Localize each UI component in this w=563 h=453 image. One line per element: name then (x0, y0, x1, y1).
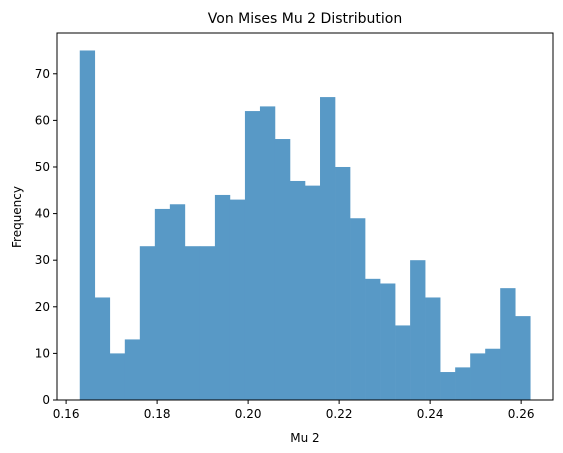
x-tick-label: 0.16 (53, 407, 80, 421)
x-tick-label: 0.24 (417, 407, 444, 421)
histogram-bar (124, 339, 141, 400)
y-tick-label: 10 (35, 346, 50, 360)
histogram-bar (500, 288, 516, 400)
x-tick-label: 0.20 (235, 407, 262, 421)
histogram-bar (244, 111, 261, 401)
x-axis-ticks: 0.16 0.18 0.20 0.22 0.24 0.26 (53, 400, 535, 421)
histogram-bar (515, 316, 531, 400)
histogram-bar (305, 185, 321, 400)
histogram-bar (79, 50, 96, 400)
bars-group (79, 50, 531, 401)
histogram-bar (350, 218, 366, 400)
y-tick-label: 50 (35, 160, 50, 174)
histogram-bar (380, 283, 396, 400)
plot-frame (56, 32, 554, 401)
histogram-bar (320, 97, 336, 400)
histogram-bar (214, 194, 231, 400)
histogram-bar (485, 348, 501, 400)
histogram-bar (94, 297, 111, 400)
histogram-bar (229, 199, 246, 400)
histogram-bar (395, 325, 411, 400)
histogram-bar (455, 367, 471, 400)
histogram-bar (169, 204, 186, 400)
histogram-bar (470, 353, 486, 400)
histogram-bar (184, 246, 201, 400)
y-tick-label: 30 (35, 253, 50, 267)
y-tick-label: 40 (35, 207, 50, 221)
histogram-bar (259, 106, 276, 401)
histogram-bar (365, 278, 381, 400)
y-tick-label: 60 (35, 113, 50, 127)
histogram-bar (289, 180, 306, 400)
y-tick-label: 20 (35, 300, 50, 314)
histogram-bar (109, 353, 126, 400)
histogram-bar (425, 297, 441, 400)
histogram-bar (274, 139, 291, 400)
x-axis-label: Mu 2 (290, 431, 319, 445)
histogram-bar (199, 246, 216, 400)
y-axis-ticks: 0 10 20 30 40 50 60 70 (35, 67, 57, 407)
x-tick-label: 0.18 (144, 407, 171, 421)
x-tick-label: 0.22 (326, 407, 353, 421)
chart-title: Von Mises Mu 2 Distribution (208, 11, 402, 27)
histogram-bar (154, 208, 171, 400)
y-tick-label: 0 (42, 393, 50, 407)
x-tick-label: 0.26 (508, 407, 535, 421)
histogram-bar (440, 372, 456, 400)
y-axis-label: Frequency (10, 186, 24, 248)
histogram-bar (335, 166, 351, 400)
y-tick-label: 70 (35, 67, 50, 81)
histogram-bar (410, 260, 426, 400)
histogram-bar (139, 246, 156, 400)
